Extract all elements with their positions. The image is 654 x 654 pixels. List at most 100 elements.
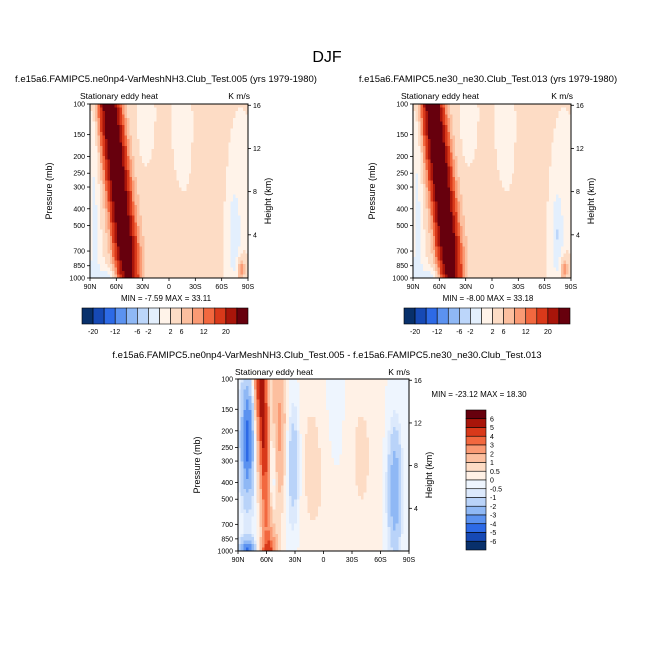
- heatmap-cell: [413, 166, 416, 171]
- heatmap-cell: [164, 232, 167, 237]
- heatmap-cell: [243, 138, 246, 143]
- heatmap-cell: [117, 159, 121, 164]
- heatmap-cell: [430, 191, 434, 195]
- heatmap-cell: [459, 197, 463, 202]
- heatmap-cell: [139, 145, 143, 150]
- heatmap-cell: [104, 215, 108, 220]
- heatmap-cell: [112, 246, 116, 251]
- heatmap-cell: [228, 173, 232, 178]
- heatmap-cell: [240, 152, 244, 157]
- heatmap-cell: [144, 232, 148, 237]
- heatmap-cell: [454, 253, 458, 258]
- heatmap-cell: [230, 257, 234, 261]
- heatmap-cell: [233, 260, 237, 265]
- heatmap-cell: [223, 131, 227, 136]
- heatmap-cell: [477, 201, 481, 206]
- heatmap-cell: [432, 197, 436, 202]
- heatmap-cell: [178, 187, 182, 192]
- heatmap-cell: [223, 253, 227, 258]
- heatmap-cell: [440, 194, 444, 199]
- panel-units: K m/s: [551, 91, 573, 101]
- heatmap-cell: [240, 142, 244, 147]
- heatmap-cell: [454, 215, 458, 220]
- heatmap-cell: [482, 191, 485, 195]
- heatmap-cell: [159, 114, 162, 119]
- heatmap-cell: [240, 271, 244, 275]
- heatmap-cell: [230, 180, 234, 185]
- heatmap-cell: [245, 236, 249, 241]
- heatmap-cell: [440, 184, 444, 188]
- heatmap-cell: [206, 225, 209, 230]
- heatmap-cell: [117, 208, 121, 213]
- heatmap-cell: [447, 191, 451, 195]
- heatmap-cell: [462, 260, 466, 265]
- heatmap-cell: [198, 236, 202, 241]
- heatmap-cell: [432, 239, 436, 244]
- heatmap-cell: [484, 114, 488, 119]
- heatmap-cell: [447, 243, 451, 248]
- heatmap-cell: [452, 159, 456, 164]
- heatmap-cell: [191, 159, 195, 164]
- heatmap-cell: [210, 131, 214, 136]
- heatmap-cell: [489, 239, 493, 244]
- heatmap-cell: [469, 184, 473, 188]
- heatmap-cell: [109, 117, 113, 122]
- panel-subtitle: Stationary eddy heat: [80, 91, 159, 101]
- heatmap-cell: [129, 159, 133, 164]
- heatmap-cell: [201, 260, 204, 265]
- heatmap-cell: [131, 215, 135, 220]
- heatmap-cell: [127, 173, 130, 178]
- heatmap-cell: [243, 124, 246, 129]
- heatmap-cell: [131, 152, 135, 157]
- heatmap-cell: [186, 201, 190, 206]
- heatmap-cell: [134, 135, 138, 140]
- heatmap-cell: [149, 229, 153, 234]
- heatmap-cell: [413, 107, 416, 112]
- heatmap-cell: [450, 121, 453, 126]
- heatmap-cell: [141, 208, 145, 213]
- heatmap-cell: [245, 180, 249, 185]
- heatmap-cell: [149, 232, 153, 237]
- heatmap-cell: [112, 271, 116, 275]
- heatmap-cell: [477, 159, 481, 164]
- heatmap-cell: [477, 135, 481, 140]
- heatmap-cell: [139, 222, 143, 227]
- heatmap-cell: [154, 194, 158, 199]
- heatmap-cell: [245, 194, 249, 199]
- heatmap-cell: [479, 170, 483, 174]
- heatmap-cell: [109, 149, 113, 154]
- heatmap-cell: [206, 236, 209, 241]
- heatmap-cell: [114, 191, 118, 195]
- heatmap-cell: [420, 218, 424, 223]
- heatmap-cell: [442, 128, 446, 133]
- heatmap-cell: [494, 173, 498, 178]
- heatmap-cell: [462, 142, 466, 147]
- heatmap-cell: [107, 191, 111, 195]
- heatmap-cell: [166, 232, 170, 237]
- panel-title: f.e15a6.FAMIPC5.ne30_ne30.Club_Test.013 …: [359, 74, 617, 85]
- heatmap-cell: [191, 257, 195, 261]
- heatmap-cell: [445, 201, 448, 206]
- heatmap-cell: [141, 257, 145, 261]
- heatmap-cell: [435, 218, 439, 223]
- heatmap-cell: [479, 173, 483, 178]
- heatmap-cell: [171, 142, 175, 147]
- heatmap-cell: [435, 239, 439, 244]
- heatmap-cell: [154, 142, 158, 147]
- heatmap-cell: [176, 197, 180, 202]
- heatmap-cell: [173, 104, 177, 108]
- heatmap-cell: [415, 117, 419, 122]
- heatmap-cell: [464, 194, 468, 199]
- heatmap-cell: [245, 197, 249, 202]
- heatmap-cell: [134, 260, 138, 265]
- heatmap-cell: [474, 246, 478, 251]
- heatmap-cell: [489, 257, 493, 261]
- heatmap-cell: [447, 232, 451, 237]
- heatmap-cell: [479, 257, 483, 261]
- heatmap-cell: [447, 253, 451, 258]
- heatmap-cell: [225, 114, 229, 119]
- heatmap-cell: [104, 124, 108, 129]
- heatmap-cell: [464, 257, 468, 261]
- heatmap-cell: [415, 152, 419, 157]
- heatmap-cell: [245, 246, 249, 251]
